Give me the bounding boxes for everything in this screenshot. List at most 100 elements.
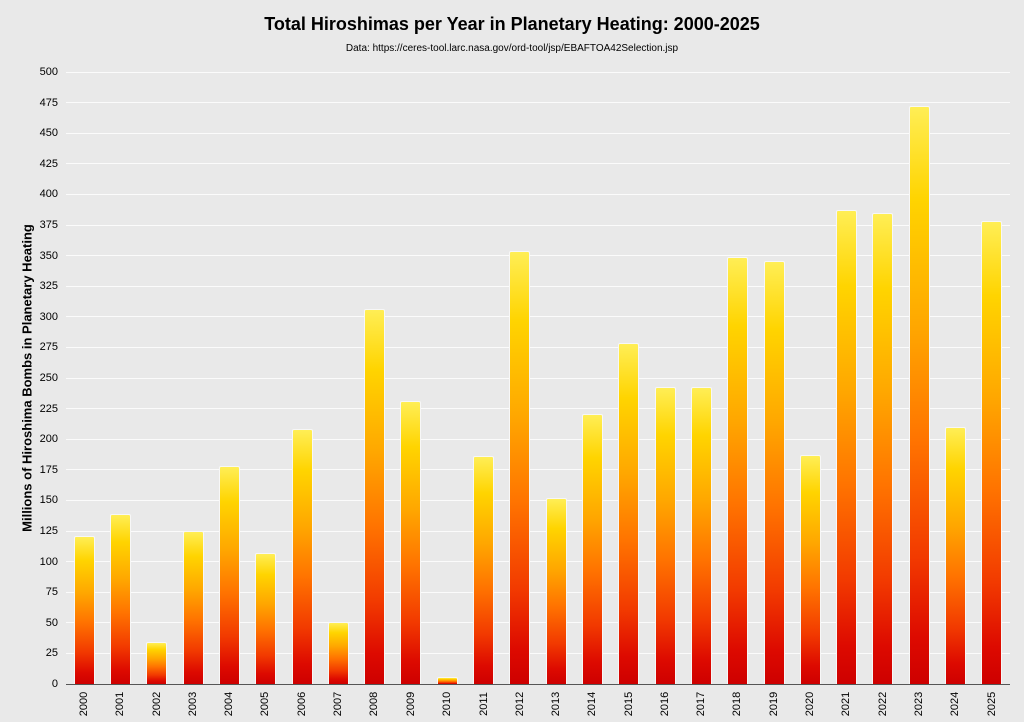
gridline-250 [66, 377, 1010, 379]
x-tick-label-2019: 2019 [756, 686, 792, 722]
bar-2003 [182, 531, 204, 684]
x-tick-label-2011: 2011 [466, 686, 502, 722]
gridline-500 [66, 71, 1010, 73]
x-tick-text: 2002 [150, 691, 163, 717]
x-tick-text: 2004 [223, 691, 236, 717]
bar-2016 [654, 386, 676, 684]
y-tick-label-150: 150 [39, 494, 58, 507]
bar-2019 [763, 260, 785, 684]
bar-2000 [73, 535, 95, 684]
bar-2024 [945, 426, 967, 684]
x-tick-text: 2013 [550, 691, 563, 717]
bar-2015 [618, 342, 640, 684]
chart-title: Total Hiroshimas per Year in Planetary H… [264, 14, 760, 34]
bar-2010 [436, 676, 458, 684]
x-tick-label-2025: 2025 [974, 686, 1010, 722]
gridline-150 [66, 499, 1010, 501]
y-tick-label-450: 450 [39, 127, 58, 140]
x-tick-text: 2023 [913, 691, 926, 717]
bar-2012 [509, 250, 531, 684]
y-tick-label-375: 375 [39, 219, 58, 231]
y-tick-label-25: 25 [45, 647, 58, 660]
gridline-450 [66, 132, 1010, 134]
bar-2025 [981, 221, 1003, 684]
x-tick-label-2014: 2014 [574, 686, 610, 722]
bar-2013 [545, 497, 567, 684]
x-tick-label-2006: 2006 [284, 686, 320, 722]
bar-2014 [581, 413, 603, 684]
x-tick-label-2010: 2010 [429, 686, 465, 722]
y-tick-label-125: 125 [39, 525, 58, 537]
gridline-300 [66, 316, 1010, 318]
gridline-50 [66, 622, 1010, 624]
bar-2017 [690, 386, 712, 684]
x-tick-label-2022: 2022 [865, 686, 901, 722]
gridline-325 [66, 285, 1010, 287]
y-tick-label-275: 275 [39, 341, 58, 354]
gridline-175 [66, 469, 1010, 471]
y-tick-label-0: 0 [51, 678, 58, 690]
gridline-75 [66, 591, 1010, 593]
x-tick-text: 2010 [441, 691, 454, 717]
x-tick-text: 2008 [368, 691, 381, 717]
bar-2008 [364, 309, 386, 684]
y-tick-label-325: 325 [39, 280, 58, 293]
x-tick-label-2024: 2024 [938, 686, 974, 722]
x-tick-text: 2012 [513, 691, 526, 717]
bar-2021 [836, 210, 858, 684]
x-tick-text: 2018 [731, 691, 744, 717]
chart-subtitle: Data: https://ceres-tool.larc.nasa.gov/o… [345, 43, 679, 54]
bar-2018 [727, 256, 749, 684]
bar-2007 [327, 621, 349, 684]
x-tick-label-2012: 2012 [502, 686, 538, 722]
gridline-225 [66, 408, 1010, 410]
x-tick-text: 2014 [586, 691, 599, 717]
x-tick-text: 2019 [767, 691, 780, 717]
x-tick-text: 2005 [259, 691, 272, 717]
y-tick-label-175: 175 [39, 463, 58, 476]
x-tick-label-2016: 2016 [647, 686, 683, 722]
x-tick-text: 2007 [332, 691, 345, 717]
gridline-100 [66, 561, 1010, 563]
bar-2005 [255, 553, 277, 684]
x-tick-text: 2001 [114, 691, 127, 717]
x-tick-text: 2009 [404, 691, 417, 717]
x-tick-text: 2021 [840, 691, 853, 717]
x-tick-label-2015: 2015 [611, 686, 647, 722]
plot-area [66, 71, 1010, 685]
gridline-25 [66, 652, 1010, 654]
bar-2001 [109, 513, 131, 684]
y-tick-label-350: 350 [39, 249, 58, 262]
y-tick-label-250: 250 [39, 372, 58, 384]
x-tick-text: 2025 [985, 691, 998, 717]
x-tick-label-2023: 2023 [901, 686, 937, 722]
bar-2023 [908, 106, 930, 684]
bar-2022 [872, 212, 894, 684]
y-tick-label-475: 475 [39, 96, 58, 109]
x-tick-label-2018: 2018 [720, 686, 756, 722]
x-tick-label-2000: 2000 [66, 686, 102, 722]
x-tick-label-2009: 2009 [393, 686, 429, 722]
y-tick-label-300: 300 [39, 310, 58, 323]
x-tick-label-2017: 2017 [683, 686, 719, 722]
gridline-400 [66, 193, 1010, 195]
x-tick-label-2007: 2007 [320, 686, 356, 722]
y-tick-label-225: 225 [39, 402, 58, 415]
bar-2004 [218, 466, 240, 684]
y-tick-label-50: 50 [45, 616, 58, 629]
bar-2009 [400, 401, 422, 684]
x-tick-text: 2006 [295, 691, 308, 717]
x-tick-text: 2020 [804, 691, 817, 717]
x-tick-text: 2017 [695, 691, 708, 717]
gridline-475 [66, 102, 1010, 104]
y-tick-label-100: 100 [39, 555, 58, 568]
x-tick-label-2001: 2001 [102, 686, 138, 722]
gridline-350 [66, 255, 1010, 257]
gridline-375 [66, 224, 1010, 226]
gridline-275 [66, 346, 1010, 348]
gridline-125 [66, 530, 1010, 532]
y-tick-label-425: 425 [39, 157, 58, 170]
x-tick-label-2020: 2020 [792, 686, 828, 722]
x-tick-text: 2016 [659, 691, 672, 717]
x-tick-label-2013: 2013 [538, 686, 574, 722]
